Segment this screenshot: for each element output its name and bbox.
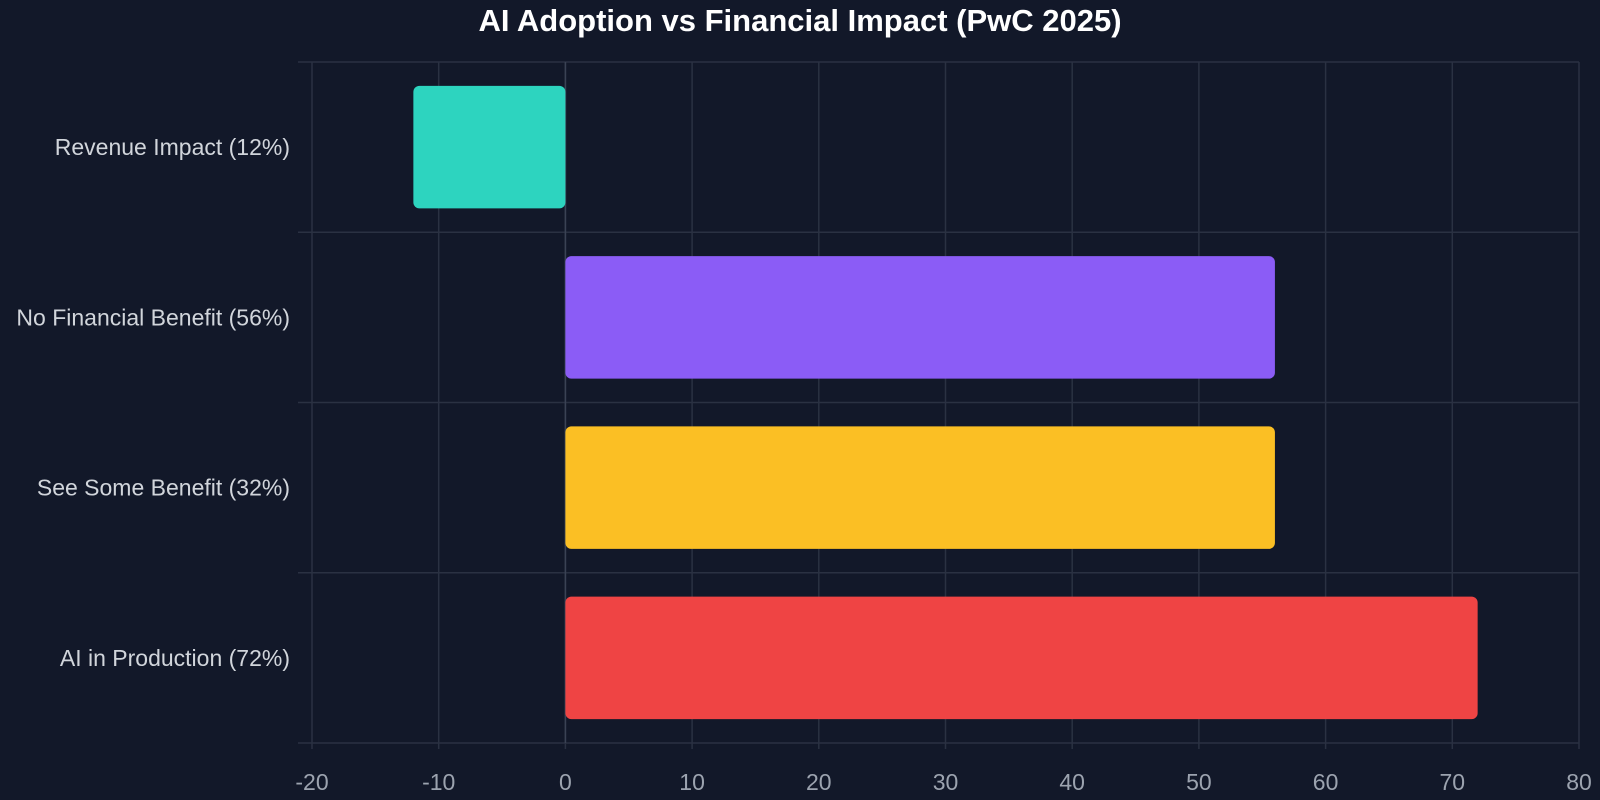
bars-layer: [413, 85, 1478, 720]
category-labels: AI in Production (72%) See Some Benefit (…: [16, 134, 290, 671]
x-tick-label: 20: [806, 769, 832, 795]
category-label: See Some Benefit (32%): [37, 475, 290, 501]
grid-layer: [298, 61, 1580, 749]
x-tick-label: 50: [1186, 769, 1212, 795]
chart-title: AI Adoption vs Financial Impact (PwC 202…: [478, 3, 1121, 38]
bar: [565, 596, 1478, 720]
bar: [565, 256, 1275, 379]
bar: [413, 85, 566, 209]
x-tick-label: 30: [933, 769, 959, 795]
category-label: AI in Production (72%): [60, 645, 290, 671]
x-tick-label: 0: [559, 769, 572, 795]
bar: [565, 426, 1275, 549]
category-label: Revenue Impact (12%): [55, 134, 290, 160]
x-tick-label: 60: [1313, 769, 1339, 795]
x-tick-label: 10: [679, 769, 705, 795]
category-label: No Financial Benefit (56%): [16, 304, 290, 330]
x-tick-label: 40: [1059, 769, 1085, 795]
x-tick-label: 70: [1440, 769, 1466, 795]
x-tick-label: 80: [1566, 769, 1592, 795]
x-tick-label: -10: [422, 769, 455, 795]
x-tick-label: -20: [295, 769, 328, 795]
x-tick-labels: -20 -10 0 10 20 30 40 50 60 70 80: [295, 769, 1591, 795]
